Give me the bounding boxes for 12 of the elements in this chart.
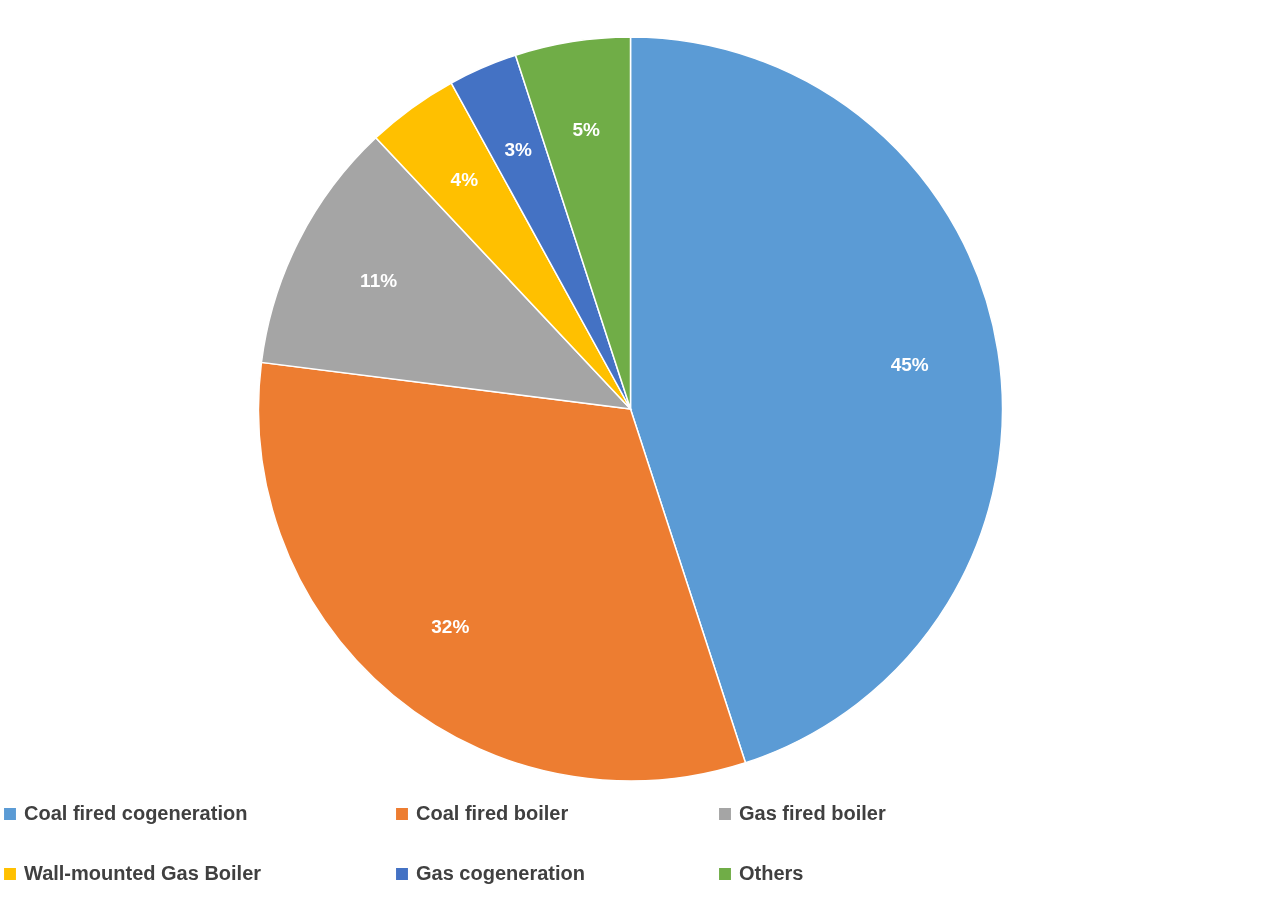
data-label: 5%	[572, 118, 601, 140]
legend-label: Coal fired boiler	[416, 802, 569, 824]
legend-label: Gas cogeneration	[416, 862, 585, 884]
legend-label: Wall-mounted Gas Boiler	[24, 862, 262, 884]
data-label: 3%	[504, 138, 533, 160]
data-label: 4%	[450, 169, 479, 191]
legend-label: Coal fired cogeneration	[24, 802, 248, 824]
legend-label: Others	[739, 862, 804, 884]
data-label: 32%	[431, 615, 470, 637]
data-label: 45%	[890, 353, 929, 375]
data-label: 11%	[360, 269, 398, 291]
legend-label: Gas fired boiler	[739, 802, 886, 824]
